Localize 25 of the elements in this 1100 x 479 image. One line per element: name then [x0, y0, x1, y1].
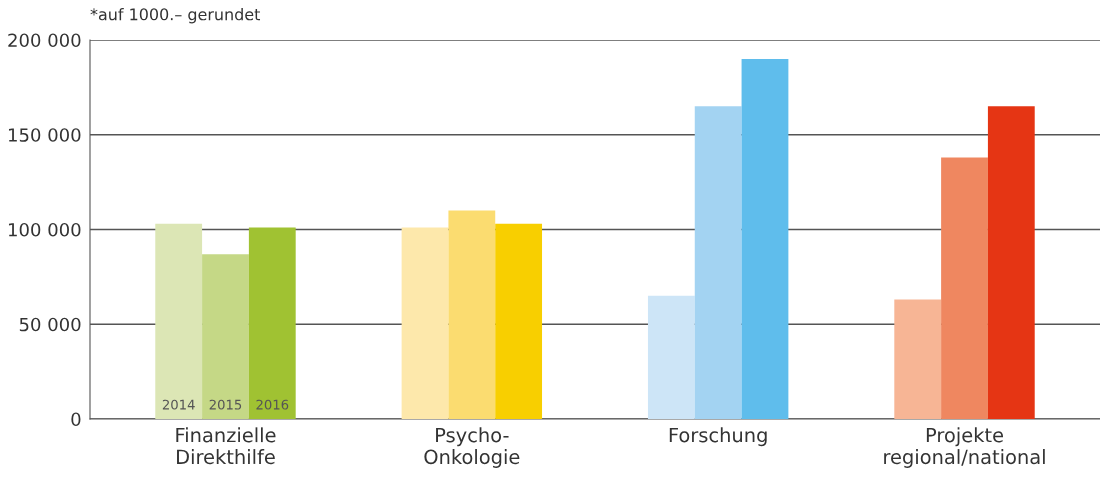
bar [894, 299, 942, 419]
bar [155, 223, 203, 419]
bar [741, 58, 789, 419]
series-label: 2015 [209, 399, 242, 410]
bar [647, 295, 695, 419]
bar [248, 227, 296, 419]
bar [987, 106, 1035, 419]
text: *auf 1000.– gerundet [90, 8, 261, 24]
bar [941, 157, 988, 419]
x-tick-label: Psycho- Onkologie [424, 427, 520, 468]
y-tick-label: 50 000 [19, 317, 81, 332]
y-tick-label: 200 000 [8, 33, 81, 48]
y-tick-label: 100 000 [8, 222, 81, 237]
y-tick-label: 150 000 [8, 128, 81, 142]
bar [448, 210, 496, 419]
x-tick-label: Projekte regional/national [884, 427, 1045, 468]
series-label: 2016 [256, 399, 289, 410]
x-tick-label: Forschung [669, 427, 767, 447]
bar [202, 254, 249, 419]
bar [401, 227, 449, 419]
x-tick-label: Finanzielle Direkthilfe [176, 427, 276, 465]
series-label: 2014 [162, 399, 195, 410]
bar [694, 106, 742, 419]
y-tick-label: 0 [71, 412, 81, 427]
bar [495, 223, 543, 419]
